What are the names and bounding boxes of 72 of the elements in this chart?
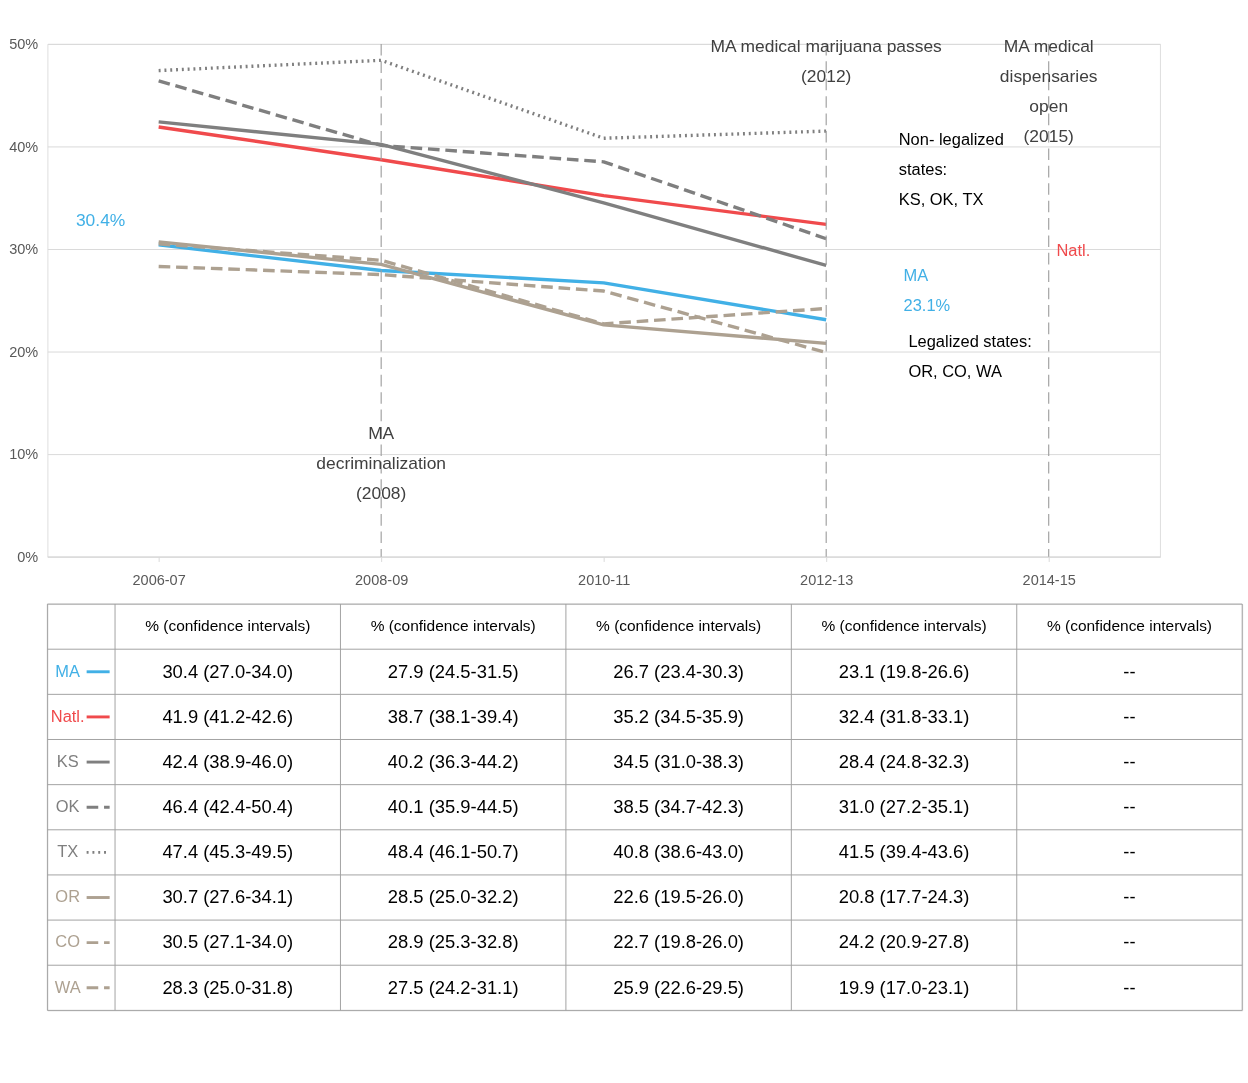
data-label: 23.1 (19.8-26.6)	[838, 660, 970, 682]
x-tick-label: 2014-15	[1022, 572, 1076, 589]
data-label: 28.9 (25.3-32.8)	[387, 931, 519, 953]
text: --	[1123, 931, 1136, 953]
x-tick-label: 2006-07	[132, 572, 186, 589]
data-label: 35.2 (34.5-35.9)	[613, 705, 744, 727]
ref-line-label: MA medical marijuana passes (2012)	[710, 36, 943, 87]
legend-label: WA	[54, 977, 81, 996]
data-label: 38.5 (34.7-42.3)	[613, 796, 744, 818]
legend-label: OR	[55, 887, 81, 906]
data-label: 47.4 (45.3-49.5)	[162, 841, 294, 863]
text: % (confidence intervals)	[596, 617, 762, 635]
legend-label: TX	[57, 842, 79, 861]
x-tick-label: 2008-09	[355, 572, 409, 589]
text: % (confidence intervals)	[821, 617, 987, 635]
data-label: 26.7 (23.4-30.3)	[613, 660, 744, 682]
data-label: 40.1 (35.9-44.5)	[387, 796, 519, 818]
data-label: 48.4 (46.1-50.7)	[387, 841, 519, 863]
data-label: 34.5 (31.0-38.3)	[613, 750, 744, 772]
data-label: 31.0 (27.2-35.1)	[838, 796, 970, 818]
legend-label: Natl.	[50, 706, 85, 725]
data-label: 20.8 (17.7-24.3)	[838, 886, 970, 908]
text: % (confidence intervals)	[145, 617, 311, 635]
data-label: 30.5 (27.1-34.0)	[162, 931, 294, 953]
data-label: 46.4 (42.4-50.4)	[162, 796, 294, 818]
data-label: 27.9 (24.5-31.5)	[387, 660, 519, 682]
annotation: MA 23.1%	[903, 265, 951, 314]
annotation: Non- legalized states: KS, OK, TX	[898, 130, 1004, 209]
legend-label: CO	[55, 932, 81, 951]
y-tick-label: 10%	[9, 446, 39, 463]
line-series	[156, 125, 828, 227]
y-tick-label: 0%	[17, 548, 39, 565]
data-label: 32.4 (31.8-33.1)	[838, 705, 970, 727]
text: --	[1123, 886, 1136, 908]
text: --	[1123, 841, 1136, 863]
text: % (confidence intervals)	[370, 617, 536, 635]
legend-label: OK	[55, 797, 80, 816]
data-label: 40.2 (36.3-44.2)	[387, 750, 519, 772]
annotation: Natl.	[1056, 240, 1091, 259]
annotation: 30.4%	[75, 209, 126, 230]
y-tick-label: 50%	[9, 36, 39, 53]
x-tick-label: 2012-13	[800, 572, 854, 589]
data-label: 28.4 (24.8-32.3)	[838, 750, 970, 772]
data-label: 25.9 (22.6-29.5)	[613, 976, 744, 998]
text: % (confidence intervals)	[1046, 617, 1213, 635]
text: --	[1123, 705, 1136, 727]
data-label: 19.9 (17.0-23.1)	[838, 976, 970, 998]
data-label: 41.5 (39.4-43.6)	[838, 841, 970, 863]
text: --	[1123, 976, 1136, 998]
text: --	[1123, 750, 1136, 772]
legend-label: MA	[55, 661, 81, 680]
x-tick-label: 2010-11	[578, 572, 631, 589]
text: --	[1123, 796, 1136, 818]
data-label: 40.8 (38.6-43.0)	[613, 841, 744, 863]
ref-line-label: MA decriminalization (2008)	[316, 422, 446, 503]
data-label: 28.3 (25.0-31.8)	[162, 976, 294, 998]
data-label: 24.2 (20.9-27.8)	[838, 931, 970, 953]
data-label: 22.6 (19.5-26.0)	[613, 886, 744, 908]
annotation: Legalized states: OR, CO, WA	[908, 331, 1032, 380]
data-label: 30.4 (27.0-34.0)	[162, 660, 294, 682]
data-label: 27.5 (24.2-31.1)	[387, 976, 519, 998]
data-label: 42.4 (38.9-46.0)	[162, 750, 294, 772]
text: --	[1123, 660, 1136, 682]
data-label: 22.7 (19.8-26.0)	[613, 931, 744, 953]
y-tick-label: 20%	[9, 343, 39, 360]
legend-label: KS	[56, 751, 79, 770]
y-tick-label: 30%	[9, 241, 39, 258]
data-label: 41.9 (41.2-42.6)	[162, 705, 294, 727]
data-label: 38.7 (38.1-39.4)	[387, 705, 519, 727]
y-tick-label: 40%	[9, 138, 39, 155]
data-label: 30.7 (27.6-34.1)	[162, 886, 294, 908]
data-label: 28.5 (25.0-32.2)	[387, 886, 519, 908]
